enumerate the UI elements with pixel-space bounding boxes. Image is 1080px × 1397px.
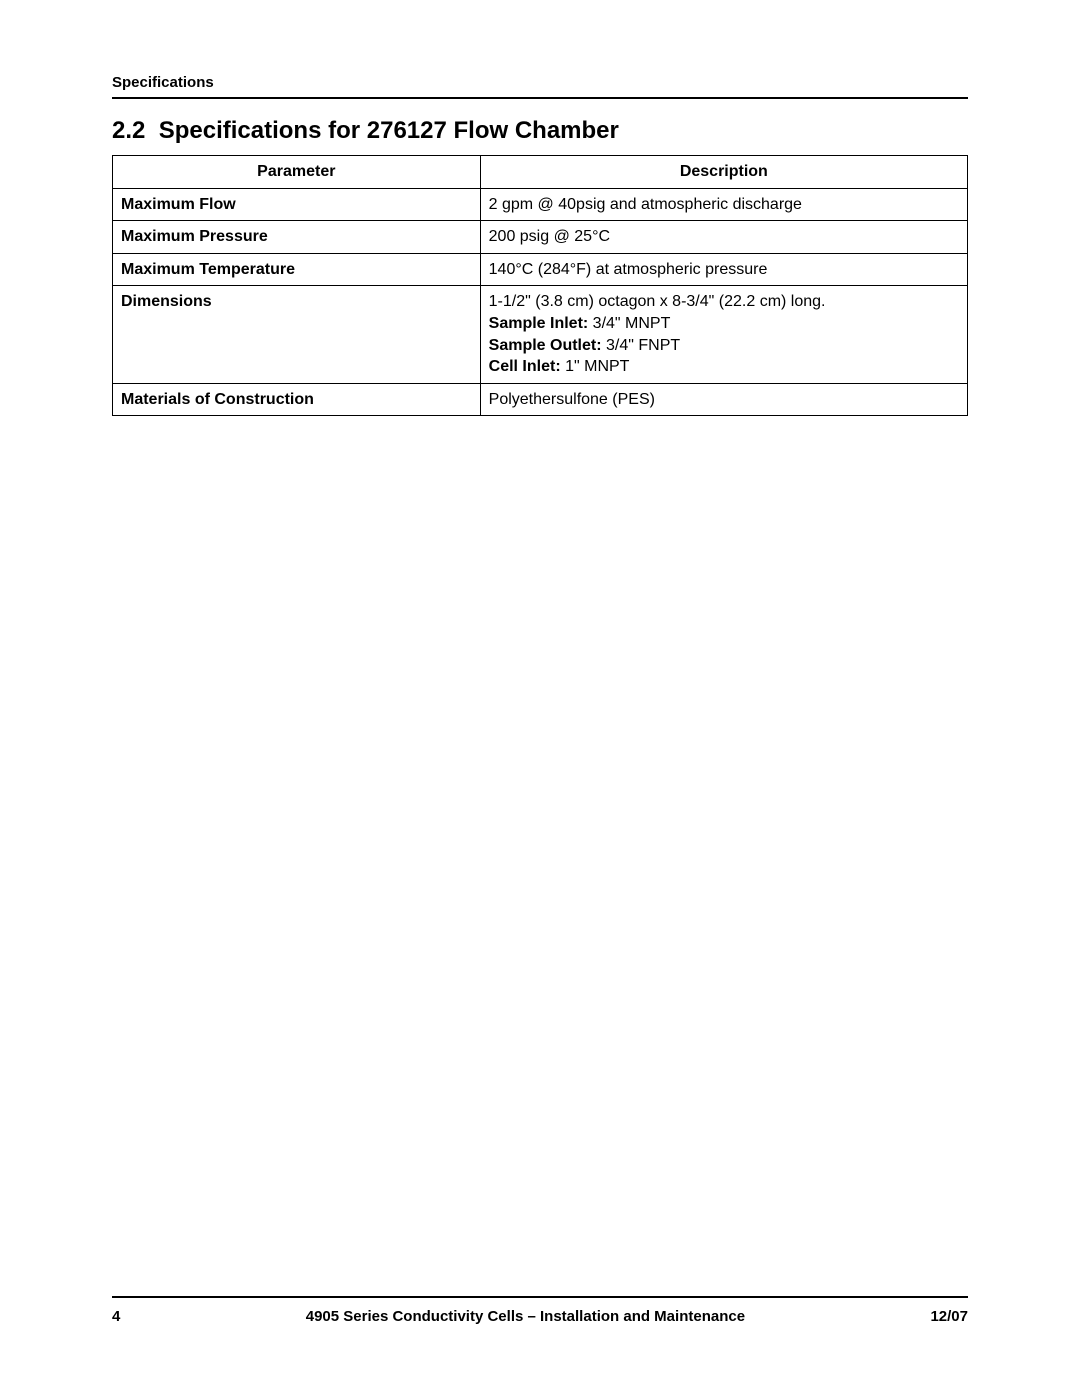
footer-doc-title: 4905 Series Conductivity Cells – Install… bbox=[120, 1308, 930, 1325]
section-heading: 2.2 Specifications for 276127 Flow Chamb… bbox=[112, 117, 968, 145]
desc-cell: 200 psig @ 25°C bbox=[480, 221, 967, 254]
page-footer: 4 4905 Series Conductivity Cells – Insta… bbox=[112, 1296, 968, 1325]
footer-page-number: 4 bbox=[112, 1308, 120, 1325]
table-header-row: Parameter Description bbox=[113, 156, 968, 189]
param-cell: Materials of Construction bbox=[113, 383, 481, 416]
desc-cell: Polyethersulfone (PES) bbox=[480, 383, 967, 416]
desc-cell: 140°C (284°F) at atmospheric pressure bbox=[480, 253, 967, 286]
table-row: Maximum Pressure 200 psig @ 25°C bbox=[113, 221, 968, 254]
table-row: Materials of Construction Polyethersulfo… bbox=[113, 383, 968, 416]
specifications-table: Parameter Description Maximum Flow 2 gpm… bbox=[112, 155, 968, 416]
sample-outlet-value: 3/4" FNPT bbox=[602, 337, 681, 354]
section-title: Specifications for 276127 Flow Chamber bbox=[159, 117, 619, 144]
desc-cell-dimensions: 1-1/2" (3.8 cm) octagon x 8-3/4" (22.2 c… bbox=[480, 286, 967, 383]
param-cell: Dimensions bbox=[113, 286, 481, 383]
param-cell: Maximum Temperature bbox=[113, 253, 481, 286]
col-header-parameter: Parameter bbox=[113, 156, 481, 189]
sample-inlet-value: 3/4" MNPT bbox=[588, 315, 670, 332]
dim-line: 1-1/2" (3.8 cm) octagon x 8-3/4" (22.2 c… bbox=[489, 293, 826, 310]
cell-inlet-value: 1" MNPT bbox=[561, 358, 630, 375]
col-header-description: Description bbox=[480, 156, 967, 189]
table-row: Maximum Flow 2 gpm @ 40psig and atmosphe… bbox=[113, 188, 968, 221]
param-cell: Maximum Pressure bbox=[113, 221, 481, 254]
table-row: Dimensions 1-1/2" (3.8 cm) octagon x 8-3… bbox=[113, 286, 968, 383]
footer-date: 12/07 bbox=[930, 1308, 968, 1325]
cell-inlet-label: Cell Inlet: bbox=[489, 358, 561, 375]
sample-inlet-label: Sample Inlet: bbox=[489, 315, 589, 332]
sample-outlet-label: Sample Outlet: bbox=[489, 337, 602, 354]
section-number: 2.2 bbox=[112, 117, 145, 144]
table-row: Maximum Temperature 140°C (284°F) at atm… bbox=[113, 253, 968, 286]
param-cell: Maximum Flow bbox=[113, 188, 481, 221]
running-header: Specifications bbox=[112, 74, 968, 99]
desc-cell: 2 gpm @ 40psig and atmospheric discharge bbox=[480, 188, 967, 221]
